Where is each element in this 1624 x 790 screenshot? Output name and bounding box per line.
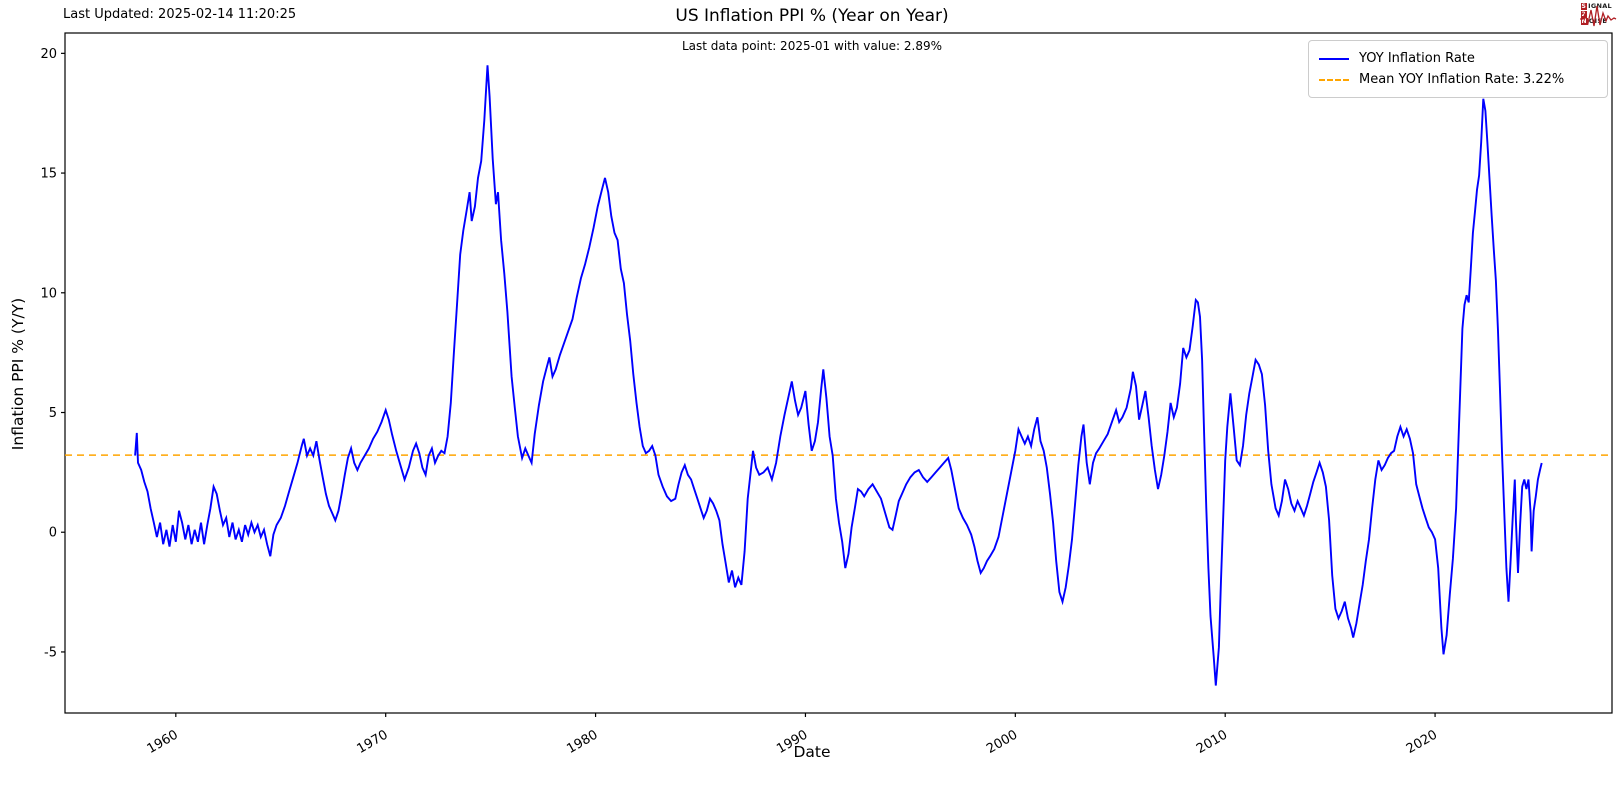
page-title: US Inflation PPI % (Year on Year) <box>675 6 949 26</box>
legend-entry-mean: Mean YOY Inflation Rate: 3.22% <box>1319 69 1597 90</box>
last-updated-text: Last Updated: 2025-02-14 11:20:25 <box>63 7 297 22</box>
logo-word-ignal: IGNAL <box>1588 2 1612 10</box>
y-tick-label: 15 <box>40 167 57 182</box>
logo-letter-s: S <box>1580 3 1588 10</box>
series-line <box>134 65 1543 686</box>
logo-letter-n: N <box>1580 18 1588 25</box>
y-tick-label: -5 <box>44 645 57 660</box>
legend-line-sample-solid <box>1319 57 1349 60</box>
y-axis-label: Inflation PPI % (Y/Y) <box>9 297 27 451</box>
legend-line-sample-dashed <box>1319 78 1349 81</box>
y-tick-label: 20 <box>40 47 57 62</box>
legend-label: YOY Inflation Rate <box>1359 51 1475 66</box>
chart-subtitle: Last data point: 2025-01 with value: 2.8… <box>681 39 943 53</box>
y-tick-label: 0 <box>49 526 57 541</box>
signal2noise-logo: S IGNAL 2 N OISE <box>1579 2 1616 27</box>
x-axis-label: Date <box>793 743 831 761</box>
legend-label: Mean YOY Inflation Rate: 3.22% <box>1359 72 1565 87</box>
logo-word-oise: OISE <box>1588 17 1608 25</box>
logo-text: S IGNAL 2 N OISE <box>1580 2 1613 26</box>
legend: YOY Inflation Rate Mean YOY Inflation Ra… <box>1308 40 1608 98</box>
logo-letter-2: 2 <box>1580 10 1587 18</box>
y-tick-label: 5 <box>49 406 57 421</box>
legend-entry-series: YOY Inflation Rate <box>1319 48 1597 69</box>
axes-frame <box>64 32 1613 714</box>
y-tick-label: 10 <box>40 286 57 301</box>
waveform-icon <box>1579 5 1616 27</box>
